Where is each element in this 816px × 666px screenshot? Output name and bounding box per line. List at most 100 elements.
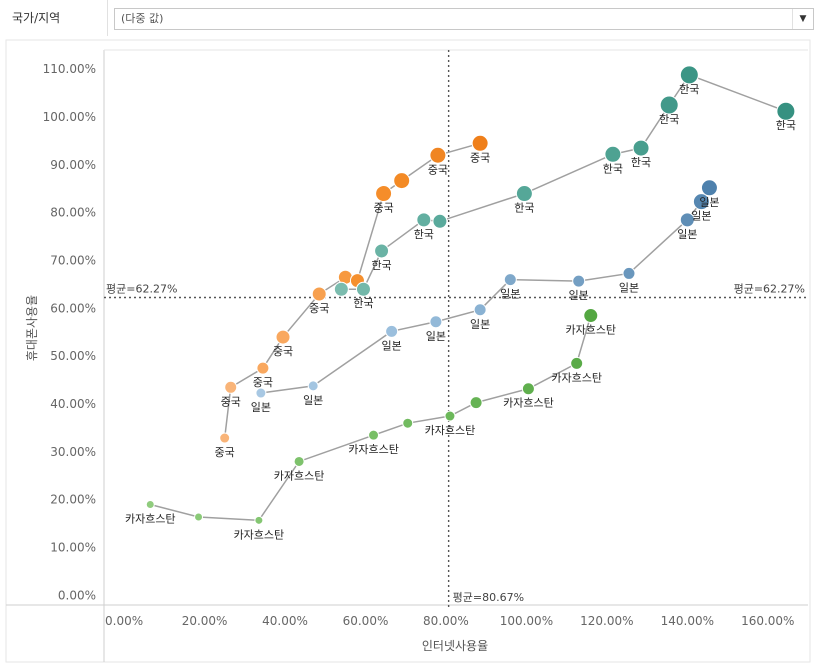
- x-average-label: 평균=80.67%: [453, 591, 524, 604]
- point-label: 카자흐스탄: [425, 424, 476, 437]
- data-point: [659, 95, 679, 115]
- data-point: [219, 432, 231, 444]
- y-tick-label: 10.00%: [50, 541, 96, 555]
- y-tick-label: 100.00%: [43, 110, 96, 124]
- x-tick-label: 60.00%: [343, 614, 389, 628]
- point-label: 중국: [221, 395, 241, 408]
- point-label: 한국: [659, 113, 679, 126]
- x-tick-label: 0.00%: [105, 614, 143, 628]
- x-axis-label: 인터넷사용율: [422, 639, 488, 653]
- point-label: 일본: [619, 280, 639, 294]
- point-label: 일본: [426, 329, 446, 343]
- data-point: [254, 515, 264, 525]
- data-point: [432, 213, 448, 229]
- point-label: 카자흐스탄: [551, 371, 602, 384]
- data-point: [521, 382, 535, 396]
- y-tick-label: 60.00%: [50, 301, 96, 315]
- data-point: [503, 273, 517, 287]
- point-label: 중국: [253, 376, 273, 389]
- point-label: 일본: [691, 209, 711, 223]
- y-tick-label: 80.00%: [50, 206, 96, 220]
- country-filter-dropdown[interactable]: (다중 값) ▼: [114, 8, 814, 30]
- dropdown-arrow-icon[interactable]: ▼: [792, 9, 813, 29]
- point-label: 한국: [353, 297, 373, 310]
- y-average-label-left: 평균=62.27%: [106, 283, 177, 296]
- data-point: [700, 179, 718, 197]
- data-point: [679, 212, 695, 228]
- point-label: 중국: [470, 151, 490, 164]
- point-label: 카자흐스탄: [348, 443, 399, 456]
- y-tick-label: 20.00%: [50, 493, 96, 507]
- data-point: [444, 410, 456, 422]
- x-tick-label: 160.00%: [741, 614, 794, 628]
- y-tick-label: 30.00%: [50, 445, 96, 459]
- data-point: [570, 356, 584, 370]
- data-point: [256, 361, 270, 375]
- data-point: [515, 185, 533, 203]
- data-point: [368, 429, 380, 441]
- point-label: 카자흐스탄: [565, 324, 616, 337]
- y-tick-label: 40.00%: [50, 397, 96, 411]
- point-label: 카자흐스탄: [274, 469, 325, 482]
- x-tick-label: 80.00%: [423, 614, 469, 628]
- point-label: 한국: [776, 119, 796, 132]
- x-tick-label: 20.00%: [182, 614, 228, 628]
- data-point: [473, 303, 487, 317]
- data-point: [679, 65, 699, 85]
- point-label: 한국: [679, 83, 699, 96]
- data-point: [583, 308, 599, 324]
- y-tick-label: 70.00%: [50, 254, 96, 268]
- data-point: [604, 145, 622, 163]
- point-label: 일본: [500, 287, 520, 301]
- y-average-label-right: 평균=62.27%: [734, 283, 805, 296]
- point-label: 중국: [373, 202, 393, 215]
- point-label: 일본: [382, 338, 402, 352]
- y-tick-label: 0.00%: [58, 588, 96, 602]
- data-point: [572, 274, 586, 288]
- point-label: 중국: [309, 302, 329, 315]
- data-point: [293, 455, 305, 467]
- point-label: 일본: [677, 227, 697, 241]
- data-point: [374, 243, 390, 259]
- data-point: [307, 380, 319, 392]
- data-point: [355, 281, 371, 297]
- data-point: [311, 286, 327, 302]
- point-label: 일본: [303, 393, 323, 407]
- point-label: 카자흐스탄: [125, 513, 176, 526]
- data-point: [429, 315, 443, 329]
- point-label: 일본: [470, 317, 490, 331]
- data-point: [622, 266, 636, 280]
- y-tick-label: 90.00%: [50, 158, 96, 172]
- x-tick-label: 120.00%: [580, 614, 633, 628]
- x-tick-label: 100.00%: [500, 614, 553, 628]
- data-point: [393, 172, 411, 190]
- x-tick-label: 140.00%: [661, 614, 714, 628]
- reference-lines: 평균=80.67% 평균=62.27% 평균=62.27%: [104, 50, 808, 607]
- data-point: [385, 324, 399, 338]
- data-point: [692, 193, 710, 211]
- x-tick-label: 40.00%: [262, 614, 308, 628]
- filter-selected-value: (다중 값): [121, 12, 164, 25]
- point-label: 한국: [631, 156, 651, 169]
- point-label: 한국: [603, 162, 623, 175]
- scatter-chart: 0.00% 10.00% 20.00% 30.00% 40.00% 50.00% 60.00…: [5, 39, 811, 663]
- filter-label: 국가/지역: [0, 0, 108, 36]
- data-point: [224, 380, 238, 394]
- data-point: [275, 329, 291, 345]
- y-axis-ticks: 0.00% 10.00% 20.00% 30.00% 40.00% 50.00% 60.00…: [43, 62, 96, 602]
- data-point: [429, 146, 447, 164]
- data-point: [416, 212, 432, 228]
- point-label: 일본: [569, 288, 589, 302]
- outer-border: [5, 39, 811, 663]
- point-label: 일본: [251, 400, 271, 414]
- point-label: 일본: [699, 195, 719, 209]
- point-label: 중국: [215, 446, 235, 459]
- data-point: [632, 139, 650, 157]
- data-point: [776, 101, 796, 121]
- filter-bar: 국가/지역 (다중 값) ▼: [0, 0, 816, 36]
